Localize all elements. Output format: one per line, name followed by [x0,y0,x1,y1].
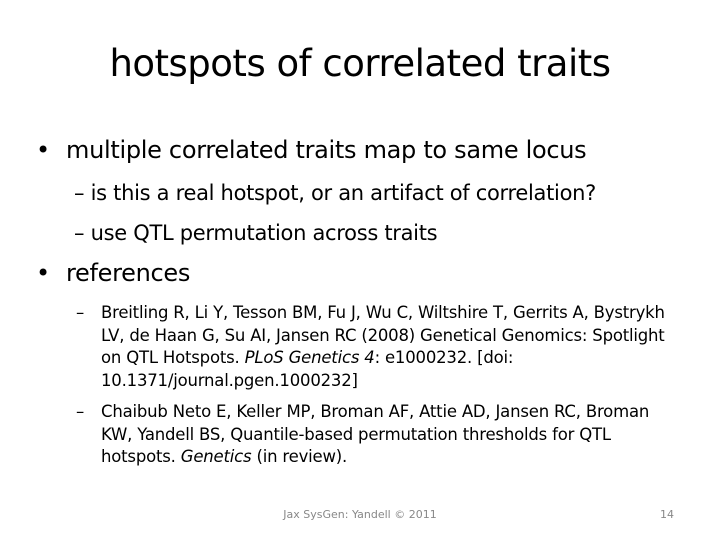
reference-marker: – [76,303,85,322]
sub-bullet-text: use QTL permutation across traits [90,221,438,245]
slide-title: hotspots of correlated traits [109,42,611,85]
sub-bullet-real-hotspot: – is this a real hotspot, or an artifact… [74,181,596,205]
reference-citation: (in review). [251,447,348,466]
reference-breitling-2008: – Breitling R, Li Y, Tesson BM, Fu J, Wu… [76,302,666,392]
reference-marker: – [76,402,85,421]
reference-chaibub-neto: – Chaibub Neto E, Keller MP, Broman AF, … [76,401,666,469]
footer-credit: Jax SysGen: Yandell © 2011 [283,508,437,521]
bullet-marker: • [36,136,50,164]
bullet-text: multiple correlated traits map to same l… [66,136,587,164]
sub-bullet-qtl-permutation: – use QTL permutation across traits [74,221,438,245]
reference-citation: : e1000232. [doi: 10.1371/journal.pgen.1… [101,348,514,390]
bullet-text: references [66,259,191,287]
reference-body: Breitling R, Li Y, Tesson BM, Fu J, Wu C… [101,302,666,392]
bullet-marker: • [36,259,50,287]
reference-journal: Genetics [180,447,252,466]
sub-bullet-text: is this a real hotspot, or an artifact o… [90,181,597,205]
reference-body: Chaibub Neto E, Keller MP, Broman AF, At… [101,401,666,469]
page-number: 14 [660,508,674,521]
reference-journal: PLoS Genetics 4 [244,348,375,367]
reference-authors: Breitling R, Li Y, Tesson BM, Fu J, Wu C… [101,303,665,367]
sub-bullet-marker: – [74,181,85,205]
reference-authors: Chaibub Neto E, Keller MP, Broman AF, At… [101,402,650,466]
sub-bullet-marker: – [74,221,85,245]
